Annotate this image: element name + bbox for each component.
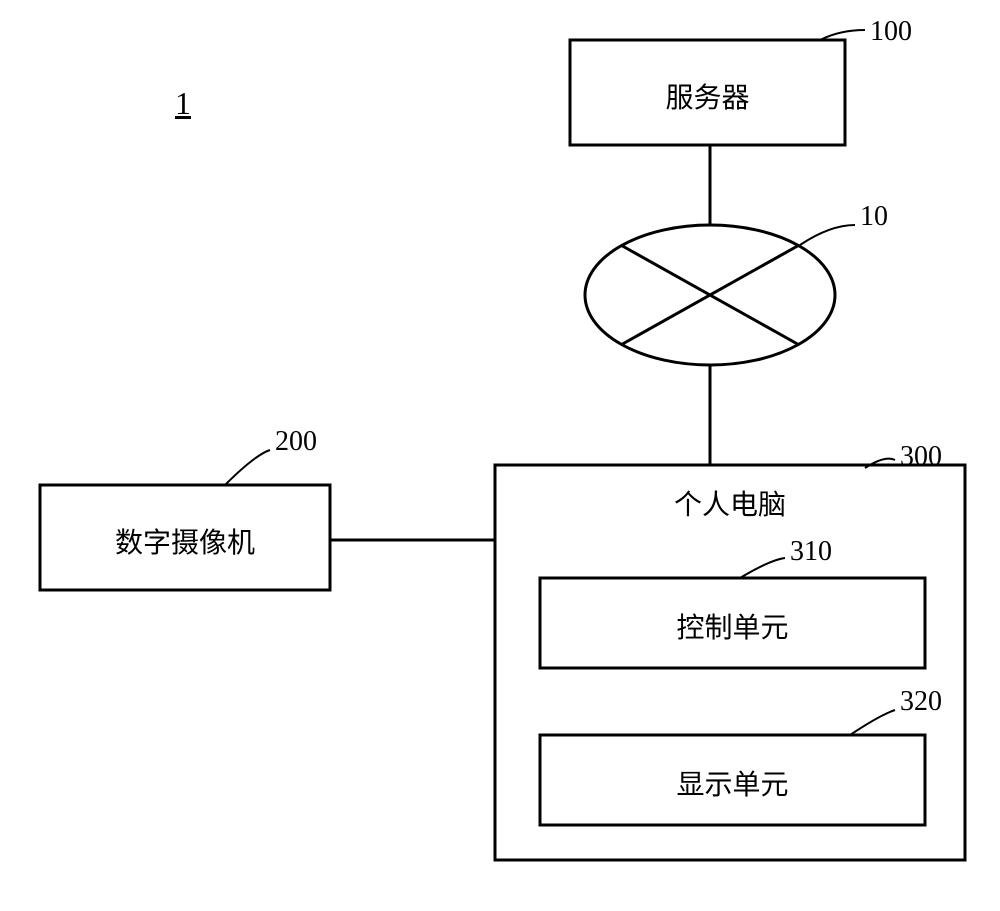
ref-network: 10 <box>860 201 888 233</box>
node-control: 控制单元 <box>540 606 925 646</box>
ref-control: 310 <box>790 536 832 568</box>
node-server: 服务器 <box>570 76 845 116</box>
figure-label: 1 <box>175 85 191 122</box>
ref-server: 100 <box>870 16 912 48</box>
ref-display: 320 <box>900 686 942 718</box>
node-display: 显示单元 <box>540 763 925 803</box>
ref-camera: 200 <box>275 426 317 458</box>
node-camera: 数字摄像机 <box>40 521 330 561</box>
node-pc: 个人电脑 <box>495 483 965 523</box>
ref-pc: 300 <box>900 441 942 473</box>
diagram-canvas: 1 服务器数字摄像机 个人电脑控制单元显示单元 100 10 200 300 310 320 <box>0 0 1000 911</box>
